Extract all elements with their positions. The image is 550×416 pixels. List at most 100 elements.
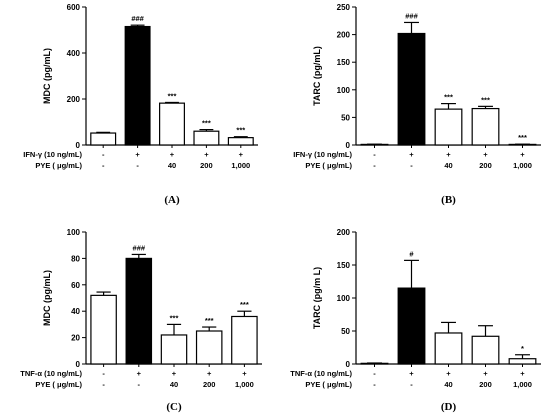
y-tick-label: 200: [67, 95, 81, 104]
condition-label: IFN-γ (10 ng/mL): [23, 150, 82, 159]
condition-value: 1,000: [513, 161, 532, 170]
condition-label: PYE ( μg/mL): [35, 380, 82, 389]
significance-label: ###: [405, 11, 418, 20]
significance-label: ###: [133, 243, 146, 252]
condition-label: PYE ( μg/mL): [305, 161, 352, 170]
y-axis-label: TARC (pg/m L): [312, 267, 322, 329]
significance-label: ***: [170, 313, 179, 322]
significance-label: ***: [168, 91, 177, 100]
bar: [397, 287, 426, 365]
y-tick-label: 0: [346, 360, 351, 369]
bar: [471, 335, 500, 365]
bar: [471, 107, 500, 146]
condition-value: 200: [479, 380, 492, 389]
condition-value: -: [102, 150, 105, 159]
significance-label: #: [409, 249, 414, 258]
y-tick-label: 100: [337, 86, 351, 95]
y-tick-label: 0: [346, 141, 351, 150]
y-tick-label: 600: [67, 3, 81, 12]
condition-value: 40: [444, 161, 452, 170]
condition-value: -: [138, 380, 141, 389]
condition-label: IFN-γ (10 ng/mL): [293, 150, 352, 159]
panel-label: (A): [164, 194, 180, 206]
y-tick-label: 60: [71, 281, 80, 290]
condition-value: -: [410, 161, 413, 170]
condition-value: 1,000: [235, 380, 254, 389]
condition-value: +: [483, 369, 488, 378]
y-tick-label: 50: [341, 327, 350, 336]
bar: [159, 102, 185, 146]
bar: [193, 130, 220, 146]
bar: [124, 25, 151, 146]
y-tick-label: 200: [337, 228, 351, 237]
bar: [160, 334, 188, 365]
condition-value: 40: [168, 161, 176, 170]
condition-value: 40: [170, 380, 178, 389]
significance-label: ***: [240, 300, 249, 309]
condition-value: +: [409, 369, 414, 378]
condition-value: +: [207, 369, 212, 378]
bar: [125, 257, 153, 365]
significance-label: ***: [236, 126, 245, 135]
condition-label: TNF-α (10 ng/mL): [20, 369, 82, 378]
y-axis-label: TARC (pg/mL): [312, 46, 322, 106]
significance-label: ***: [444, 93, 453, 102]
y-tick-label: 40: [71, 307, 80, 316]
significance-label: ***: [202, 119, 211, 128]
condition-value: 200: [200, 161, 213, 170]
y-tick-label: 20: [71, 334, 80, 343]
y-tick-label: 50: [341, 113, 350, 122]
condition-value: -: [373, 369, 376, 378]
bar: [227, 137, 254, 146]
condition-value: -: [102, 161, 105, 170]
y-axis-label: MDC (pg/mL): [42, 48, 52, 104]
y-tick-label: 250: [337, 3, 351, 12]
panel-b-chart: 0 50 100 150 200 250 TARC (pg/mL) ### *** *** *** I…: [293, 3, 541, 206]
significance-label: ***: [518, 133, 527, 142]
condition-value: +: [446, 369, 451, 378]
condition-label: PYE ( μg/mL): [35, 161, 82, 170]
bar: [508, 358, 537, 365]
condition-value: -: [373, 161, 376, 170]
panel-c-chart: 0 20 40 60 80 100 MDC (pg/mL) ### *** *** *** TNF-α…: [20, 228, 262, 413]
condition-value: -: [136, 161, 139, 170]
condition-value: +: [446, 150, 451, 159]
condition-value: +: [204, 150, 209, 159]
condition-value: +: [137, 369, 142, 378]
bar: [231, 315, 258, 365]
condition-value: 1,000: [231, 161, 250, 170]
panel-label: (D): [441, 401, 457, 413]
condition-value: 1,000: [513, 380, 532, 389]
bar: [434, 108, 463, 146]
y-tick-label: 100: [337, 294, 351, 303]
significance-label: ***: [205, 316, 214, 325]
significance-label: ***: [481, 95, 490, 104]
y-tick-label: 0: [76, 141, 81, 150]
condition-value: +: [239, 150, 244, 159]
bar: [360, 362, 389, 365]
condition-value: +: [409, 150, 414, 159]
bar: [90, 132, 117, 146]
condition-value: +: [520, 150, 525, 159]
y-tick-label: 150: [337, 58, 351, 67]
condition-value: +: [172, 369, 177, 378]
bar: [195, 330, 223, 365]
y-tick-label: 400: [67, 49, 81, 58]
bar: [360, 143, 389, 146]
condition-value: 200: [203, 380, 216, 389]
bar: [508, 143, 537, 146]
y-axis-label: MDC (pg/mL): [42, 270, 52, 326]
condition-value: +: [483, 150, 488, 159]
panel-label: (C): [166, 401, 182, 413]
bar: [397, 32, 426, 146]
bar: [90, 294, 117, 365]
y-tick-label: 100: [67, 228, 81, 237]
significance-label: *: [521, 344, 524, 353]
panel-a-chart: 0 200 400 600 MDC (pg/mL) ### *** *** *** IFN-γ (…: [23, 3, 258, 206]
panel-label: (B): [441, 194, 456, 206]
condition-value: +: [135, 150, 140, 159]
condition-value: -: [102, 380, 105, 389]
y-tick-label: 150: [337, 261, 351, 270]
significance-label: ###: [131, 14, 144, 23]
condition-label: TNF-α (10 ng/mL): [290, 369, 352, 378]
